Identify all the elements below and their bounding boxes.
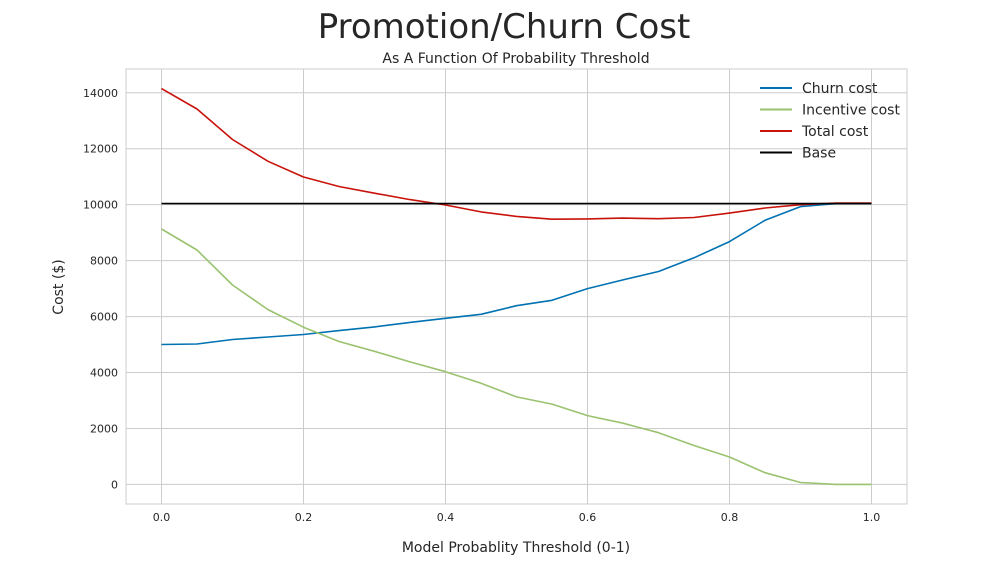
legend-item-incentive-cost: Incentive cost (760, 103, 900, 119)
y-axis-label: Cost ($) (51, 259, 67, 314)
x-axis-ticks: 0.0 0.2 0.4 0.6 0.8 1.0 (153, 511, 881, 524)
y-tick-label: 2000 (90, 422, 118, 435)
y-tick-label: 14000 (83, 87, 118, 100)
series-line-total-cost (161, 87, 872, 220)
y-tick-label: 12000 (83, 143, 118, 156)
y-gridlines (126, 92, 907, 485)
chart-title: Promotion/Churn Cost (318, 7, 691, 47)
y-tick-label: 6000 (90, 311, 118, 324)
y-tick-label: 4000 (90, 367, 118, 380)
legend-item-base: Base (760, 146, 836, 162)
y-tick-label: 8000 (90, 255, 118, 268)
chart-subtitle: As A Function Of Probability Threshold (382, 51, 649, 67)
y-axis-ticks: 0 2000 4000 6000 8000 10000 12000 14000 (83, 87, 118, 492)
series-line-incentive-cost (161, 228, 872, 486)
plot-area-frame (125, 68, 908, 505)
y-tick-label: 0 (111, 478, 118, 491)
series-line-churn-cost (161, 202, 872, 346)
x-gridlines (161, 69, 872, 504)
chart-legend: Churn cost Incentive cost Total cost Base (760, 81, 900, 162)
series-lines (161, 87, 872, 486)
legend-label: Incentive cost (802, 103, 900, 119)
x-tick-label: 0.0 (153, 511, 171, 524)
x-tick-label: 0.8 (721, 511, 739, 524)
x-tick-label: 0.2 (295, 511, 313, 524)
x-tick-label: 0.6 (579, 511, 597, 524)
legend-item-churn-cost: Churn cost (760, 81, 878, 97)
x-tick-label: 1.0 (863, 511, 881, 524)
legend-label: Churn cost (802, 81, 878, 97)
legend-label: Total cost (801, 124, 869, 140)
x-axis-label: Model Probablity Threshold (0-1) (402, 540, 630, 556)
x-tick-label: 0.4 (437, 511, 455, 524)
legend-label: Base (802, 146, 836, 162)
y-tick-label: 10000 (83, 199, 118, 212)
legend-item-total-cost: Total cost (760, 124, 869, 140)
